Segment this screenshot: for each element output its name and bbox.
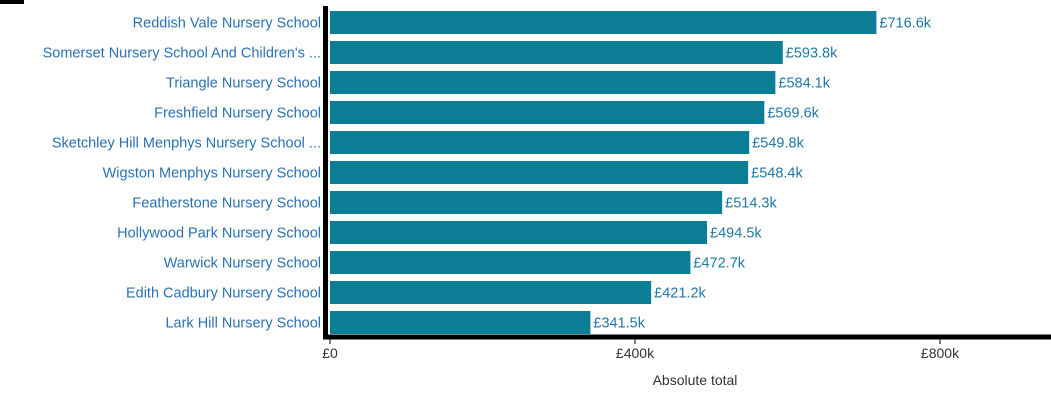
bar[interactable] <box>330 71 776 94</box>
category-label[interactable]: Warwick Nursery School <box>164 256 321 272</box>
category-label[interactable]: Reddish Vale Nursery School <box>133 16 321 32</box>
value-label: £472.7k <box>693 256 745 272</box>
bar[interactable] <box>330 221 708 244</box>
value-label: £514.3k <box>725 196 777 212</box>
bar[interactable] <box>330 311 591 334</box>
value-label: £549.8k <box>752 136 804 152</box>
x-axis-title: Absolute total <box>653 372 738 388</box>
axes-layer: £0 £400k £800k Absolute total <box>322 6 1051 388</box>
x-tick-label: £0 <box>322 345 338 361</box>
value-label: £548.4k <box>751 166 803 182</box>
category-label[interactable]: Wigston Menphys Nursery School <box>103 166 321 182</box>
bars-layer <box>330 11 877 334</box>
bar[interactable] <box>330 131 750 154</box>
bar[interactable] <box>330 11 877 34</box>
labels-layer: Reddish Vale Nursery School £716.6k Somers… <box>43 16 932 332</box>
value-label: £421.2k <box>654 286 706 302</box>
bar[interactable] <box>330 161 749 184</box>
value-label: £716.6k <box>879 16 931 32</box>
cropped-title-fragment <box>0 0 24 4</box>
value-label: £584.1k <box>778 76 830 92</box>
bar[interactable] <box>330 251 691 274</box>
category-label[interactable]: Somerset Nursery School And Children's .… <box>43 46 321 62</box>
value-label: £341.5k <box>593 316 645 332</box>
x-tick-label: £800k <box>921 345 960 361</box>
category-label[interactable]: Freshfield Nursery School <box>154 106 321 122</box>
value-label: £569.6k <box>767 106 819 122</box>
value-label: £494.5k <box>710 226 762 242</box>
bar[interactable] <box>330 281 652 304</box>
bar[interactable] <box>330 101 765 124</box>
category-label[interactable]: Edith Cadbury Nursery School <box>126 286 321 302</box>
category-label[interactable]: Lark Hill Nursery School <box>165 316 321 332</box>
bar[interactable] <box>330 41 783 64</box>
x-tick-label: £400k <box>616 345 655 361</box>
category-label[interactable]: Featherstone Nursery School <box>132 196 321 212</box>
bar[interactable] <box>330 191 723 214</box>
value-label: £593.8k <box>786 46 838 62</box>
category-label[interactable]: Hollywood Park Nursery School <box>117 226 321 242</box>
category-label[interactable]: Sketchley Hill Menphys Nursery School ..… <box>52 136 321 152</box>
category-label[interactable]: Triangle Nursery School <box>166 76 321 92</box>
